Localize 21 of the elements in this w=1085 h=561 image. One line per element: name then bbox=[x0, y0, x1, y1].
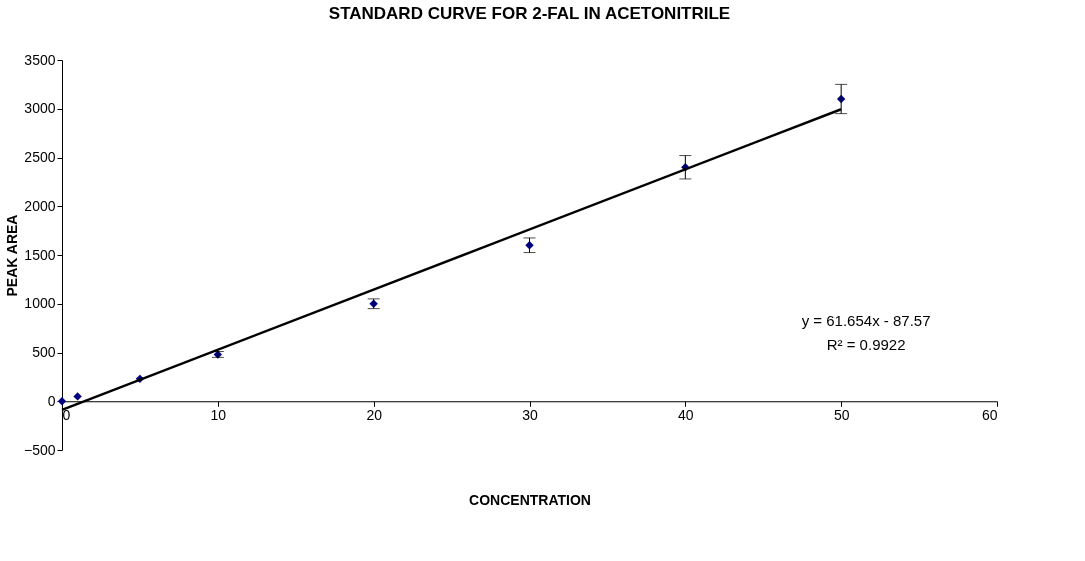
y-tick-label: 3000 bbox=[24, 100, 56, 117]
x-tick-label: 0 bbox=[62, 406, 71, 423]
y-tick-label: 1500 bbox=[24, 246, 56, 263]
x-tick-label: 50 bbox=[833, 406, 850, 423]
x-tick-label: 40 bbox=[678, 406, 694, 423]
annotation: y = 61.654x - 87.57 bbox=[801, 312, 931, 330]
y-tick-label: 3500 bbox=[24, 51, 56, 68]
x-tick-label: 60 bbox=[981, 406, 998, 423]
y-tick-label: 2500 bbox=[24, 149, 56, 165]
y-tick-label: 500 bbox=[32, 344, 56, 360]
x-tick-label: 10 bbox=[210, 406, 227, 423]
y-tick-label: −500 bbox=[23, 441, 56, 458]
y-tick-label: 0 bbox=[47, 392, 56, 409]
chart-title: STANDARD CURVE FOR 2-FAL IN ACETONITRILE bbox=[328, 4, 731, 23]
x-axis-title: CONCENTRATION bbox=[469, 491, 591, 508]
y-tick-label: 1000 bbox=[24, 295, 56, 312]
annotation: R² = 0.9922 bbox=[826, 336, 906, 354]
y-axis-title: PEAK AREA bbox=[3, 214, 20, 297]
y-tick-label: 2000 bbox=[24, 197, 56, 214]
x-tick-label: 20 bbox=[366, 406, 383, 423]
x-tick-label: 30 bbox=[522, 406, 538, 423]
